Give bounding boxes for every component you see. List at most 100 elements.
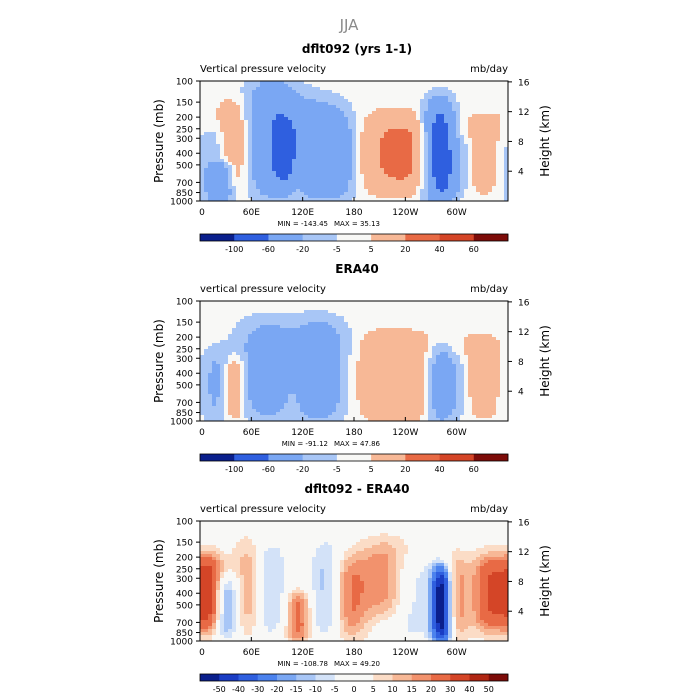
field-cell — [292, 352, 297, 356]
field-cell — [272, 129, 277, 133]
field-cell — [488, 174, 493, 178]
field-cell — [476, 174, 481, 178]
field-cell — [484, 90, 489, 94]
field-cell — [304, 313, 309, 317]
field-cell — [360, 388, 365, 392]
field-cell — [360, 153, 365, 157]
field-cell — [436, 120, 441, 124]
field-cell — [352, 123, 357, 127]
field-cell — [388, 108, 393, 112]
field-cell — [388, 93, 393, 97]
field-cell — [468, 138, 473, 142]
field-cell — [464, 177, 469, 181]
field-cell — [376, 126, 381, 130]
field-cell — [284, 141, 289, 145]
field-cell — [492, 129, 497, 133]
field-cell — [248, 328, 253, 332]
field-cell — [344, 87, 349, 91]
field-cell — [344, 301, 349, 305]
field-cell — [284, 153, 289, 157]
field-cell — [268, 96, 273, 100]
field-cell — [220, 105, 225, 109]
field-cell — [408, 171, 413, 175]
field-cell — [344, 313, 349, 317]
field-cell — [212, 376, 217, 380]
field-cell — [216, 132, 221, 136]
field-cell — [240, 129, 245, 133]
field-cell — [264, 114, 269, 118]
field-cell — [268, 346, 273, 350]
field-cell — [236, 126, 241, 130]
field-cell — [204, 93, 209, 97]
field-cell — [244, 361, 249, 365]
field-cell — [308, 391, 313, 395]
field-cell — [312, 81, 317, 85]
field-cell — [356, 147, 361, 151]
field-cell — [216, 114, 221, 118]
field-cell — [220, 301, 225, 305]
field-cell — [232, 147, 237, 151]
field-cell — [224, 117, 229, 121]
field-cell — [372, 108, 377, 112]
field-cell — [436, 93, 441, 97]
field-cell — [300, 382, 305, 386]
field-cell — [268, 102, 273, 106]
field-cell — [264, 418, 269, 422]
field-cell — [248, 397, 253, 401]
field-cell — [484, 141, 489, 145]
field-cell — [204, 343, 209, 347]
field-cell — [304, 99, 309, 103]
field-cell — [408, 93, 413, 97]
field-cell — [500, 174, 505, 178]
field-cell — [468, 150, 473, 154]
field-cell — [408, 81, 413, 85]
field-cell — [224, 388, 229, 392]
field-cell — [476, 171, 481, 175]
colorbar-swatch — [302, 234, 338, 241]
field-cell — [208, 129, 213, 133]
field-cell — [204, 192, 209, 196]
field-cell — [328, 189, 333, 193]
field-cell — [368, 322, 373, 326]
field-cell — [240, 334, 245, 338]
field-cell — [456, 177, 461, 181]
field-cell — [492, 141, 497, 145]
field-cell — [304, 355, 309, 359]
field-cell — [216, 409, 221, 413]
field-cell — [468, 84, 473, 88]
field-cell — [288, 147, 293, 151]
field-cell — [456, 168, 461, 172]
field-cell — [336, 340, 341, 344]
field-cell — [380, 147, 385, 151]
field-cell — [436, 114, 441, 118]
field-cell — [480, 165, 485, 169]
field-cell — [440, 147, 445, 151]
field-cell — [296, 159, 301, 163]
field-cell — [332, 418, 337, 422]
field-cell — [376, 382, 381, 386]
field-cell — [268, 141, 273, 145]
field-cell — [372, 177, 377, 181]
field-cell — [300, 90, 305, 94]
field-cell — [360, 141, 365, 145]
field-cell — [504, 186, 509, 190]
field-cell — [216, 400, 221, 404]
field-cell — [500, 165, 505, 169]
field-cell — [384, 168, 389, 172]
field-cell — [440, 132, 445, 136]
field-cell — [204, 364, 209, 368]
field-cell — [244, 81, 249, 85]
field-cell — [440, 87, 445, 91]
field-cell — [500, 159, 505, 163]
field-cell — [284, 126, 289, 130]
field-cell — [284, 189, 289, 193]
field-cell — [248, 183, 253, 187]
field-cell — [384, 114, 389, 118]
field-cell — [304, 138, 309, 142]
field-cell — [468, 96, 473, 100]
field-cell — [208, 379, 213, 383]
field-cell — [368, 126, 373, 130]
field-cell — [256, 346, 261, 350]
field-cell — [364, 114, 369, 118]
field-cell — [260, 334, 265, 338]
